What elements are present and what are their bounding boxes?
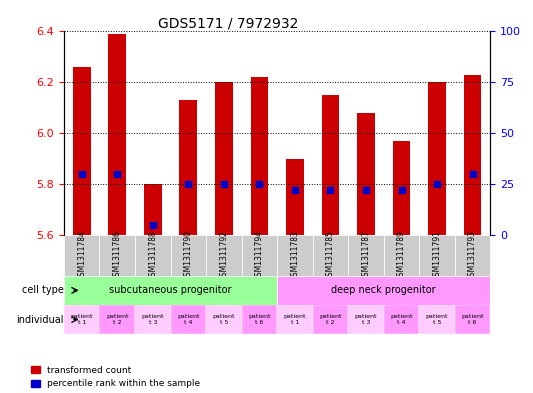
- FancyBboxPatch shape: [64, 305, 100, 334]
- FancyBboxPatch shape: [348, 235, 384, 276]
- FancyBboxPatch shape: [64, 276, 277, 305]
- FancyBboxPatch shape: [384, 305, 419, 334]
- FancyBboxPatch shape: [241, 235, 277, 276]
- FancyBboxPatch shape: [64, 235, 100, 276]
- Text: GSM1311785: GSM1311785: [326, 230, 335, 281]
- Bar: [108, 34, 126, 235]
- Bar: [428, 83, 446, 235]
- Text: patient
t 3: patient t 3: [355, 314, 377, 325]
- Text: patient
t 1: patient t 1: [284, 314, 306, 325]
- Text: patient
t 5: patient t 5: [426, 314, 448, 325]
- Legend: transformed count, percentile rank within the sample: transformed count, percentile rank withi…: [31, 366, 200, 389]
- Text: GSM1311789: GSM1311789: [397, 230, 406, 281]
- FancyBboxPatch shape: [100, 305, 135, 334]
- FancyBboxPatch shape: [313, 235, 348, 276]
- Bar: [464, 75, 481, 235]
- FancyBboxPatch shape: [206, 235, 241, 276]
- FancyBboxPatch shape: [455, 235, 490, 276]
- FancyBboxPatch shape: [277, 235, 313, 276]
- Text: deep neck progenitor: deep neck progenitor: [332, 285, 436, 296]
- Text: GSM1311793: GSM1311793: [468, 230, 477, 281]
- Text: GSM1311786: GSM1311786: [113, 230, 122, 281]
- Bar: [215, 83, 233, 235]
- FancyBboxPatch shape: [277, 276, 490, 305]
- Text: GSM1311791: GSM1311791: [433, 230, 441, 281]
- Bar: [286, 159, 304, 235]
- Bar: [144, 184, 161, 235]
- Text: cell type: cell type: [22, 285, 64, 296]
- FancyBboxPatch shape: [206, 305, 241, 334]
- Text: patient
t 6: patient t 6: [248, 314, 271, 325]
- Bar: [393, 141, 410, 235]
- FancyBboxPatch shape: [313, 305, 348, 334]
- FancyBboxPatch shape: [100, 235, 135, 276]
- Text: GSM1311788: GSM1311788: [148, 230, 157, 281]
- FancyBboxPatch shape: [384, 235, 419, 276]
- Text: GSM1311784: GSM1311784: [77, 230, 86, 281]
- FancyBboxPatch shape: [419, 305, 455, 334]
- FancyBboxPatch shape: [455, 305, 490, 334]
- Text: patient
t 3: patient t 3: [142, 314, 164, 325]
- FancyBboxPatch shape: [171, 305, 206, 334]
- Text: GSM1311790: GSM1311790: [184, 230, 193, 281]
- Text: GSM1311792: GSM1311792: [220, 230, 228, 281]
- FancyBboxPatch shape: [135, 235, 171, 276]
- Text: GDS5171 / 7972932: GDS5171 / 7972932: [158, 16, 298, 30]
- Text: individual: individual: [17, 314, 64, 325]
- FancyBboxPatch shape: [171, 235, 206, 276]
- Text: GSM1311787: GSM1311787: [361, 230, 370, 281]
- FancyBboxPatch shape: [135, 305, 171, 334]
- Bar: [321, 95, 340, 235]
- FancyBboxPatch shape: [348, 305, 384, 334]
- FancyBboxPatch shape: [419, 235, 455, 276]
- FancyBboxPatch shape: [277, 305, 313, 334]
- FancyBboxPatch shape: [241, 305, 277, 334]
- Bar: [251, 77, 268, 235]
- Text: GSM1311783: GSM1311783: [290, 230, 300, 281]
- Bar: [357, 113, 375, 235]
- Bar: [180, 100, 197, 235]
- Text: patient
t 1: patient t 1: [70, 314, 93, 325]
- Text: patient
t 2: patient t 2: [106, 314, 128, 325]
- Text: patient
t 2: patient t 2: [319, 314, 342, 325]
- Text: patient
t 5: patient t 5: [213, 314, 235, 325]
- Bar: [73, 67, 91, 235]
- Text: patient
t 4: patient t 4: [177, 314, 199, 325]
- Text: GSM1311794: GSM1311794: [255, 230, 264, 281]
- Text: subcutaneous progenitor: subcutaneous progenitor: [109, 285, 232, 296]
- Text: patient
t 6: patient t 6: [462, 314, 484, 325]
- Text: patient
t 4: patient t 4: [390, 314, 413, 325]
